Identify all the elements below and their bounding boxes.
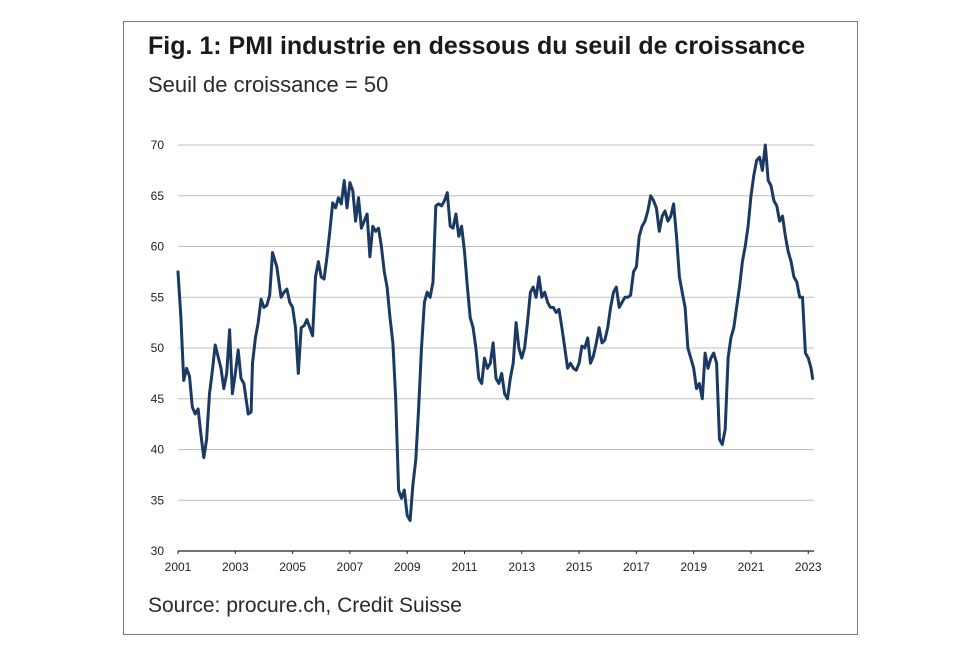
y-tick-label-55: 55 — [151, 290, 165, 304]
y-tick-label-45: 45 — [151, 392, 165, 406]
chart-title: Fig. 1: PMI industrie en dessous du seui… — [148, 32, 806, 60]
y-tick-label-70: 70 — [151, 138, 165, 152]
chart-source: Source: procure.ch, Credit Suisse — [148, 594, 462, 617]
x-tick-label-2021: 2021 — [738, 560, 765, 574]
x-tick-label-2001: 2001 — [165, 560, 192, 574]
y-tick-label-35: 35 — [151, 493, 165, 507]
x-tick-label-2005: 2005 — [279, 560, 306, 574]
x-tick-label-2019: 2019 — [680, 560, 707, 574]
y-tick-label-60: 60 — [151, 240, 165, 254]
series-line-0 — [176, 143, 815, 522]
y-tick-label-30: 30 — [151, 544, 165, 558]
x-tick-label-2017: 2017 — [623, 560, 650, 574]
x-tick-label-2007: 2007 — [337, 560, 364, 574]
y-tick-label-65: 65 — [151, 189, 165, 203]
figure-frame: Fig. 1: PMI industrie en dessous du seui… — [123, 21, 858, 635]
x-tick-label-2009: 2009 — [394, 560, 421, 574]
y-tick-label-50: 50 — [151, 341, 165, 355]
chart-subtitle: Seuil de croissance = 50 — [148, 72, 389, 97]
x-tick-label-2023: 2023 — [795, 560, 822, 574]
x-tick-label-2003: 2003 — [222, 560, 249, 574]
x-tick-label-2011: 2011 — [452, 560, 478, 574]
y-tick-label-40: 40 — [151, 443, 165, 457]
x-tick-label-2013: 2013 — [508, 560, 535, 574]
x-tick-label-2015: 2015 — [566, 560, 593, 574]
